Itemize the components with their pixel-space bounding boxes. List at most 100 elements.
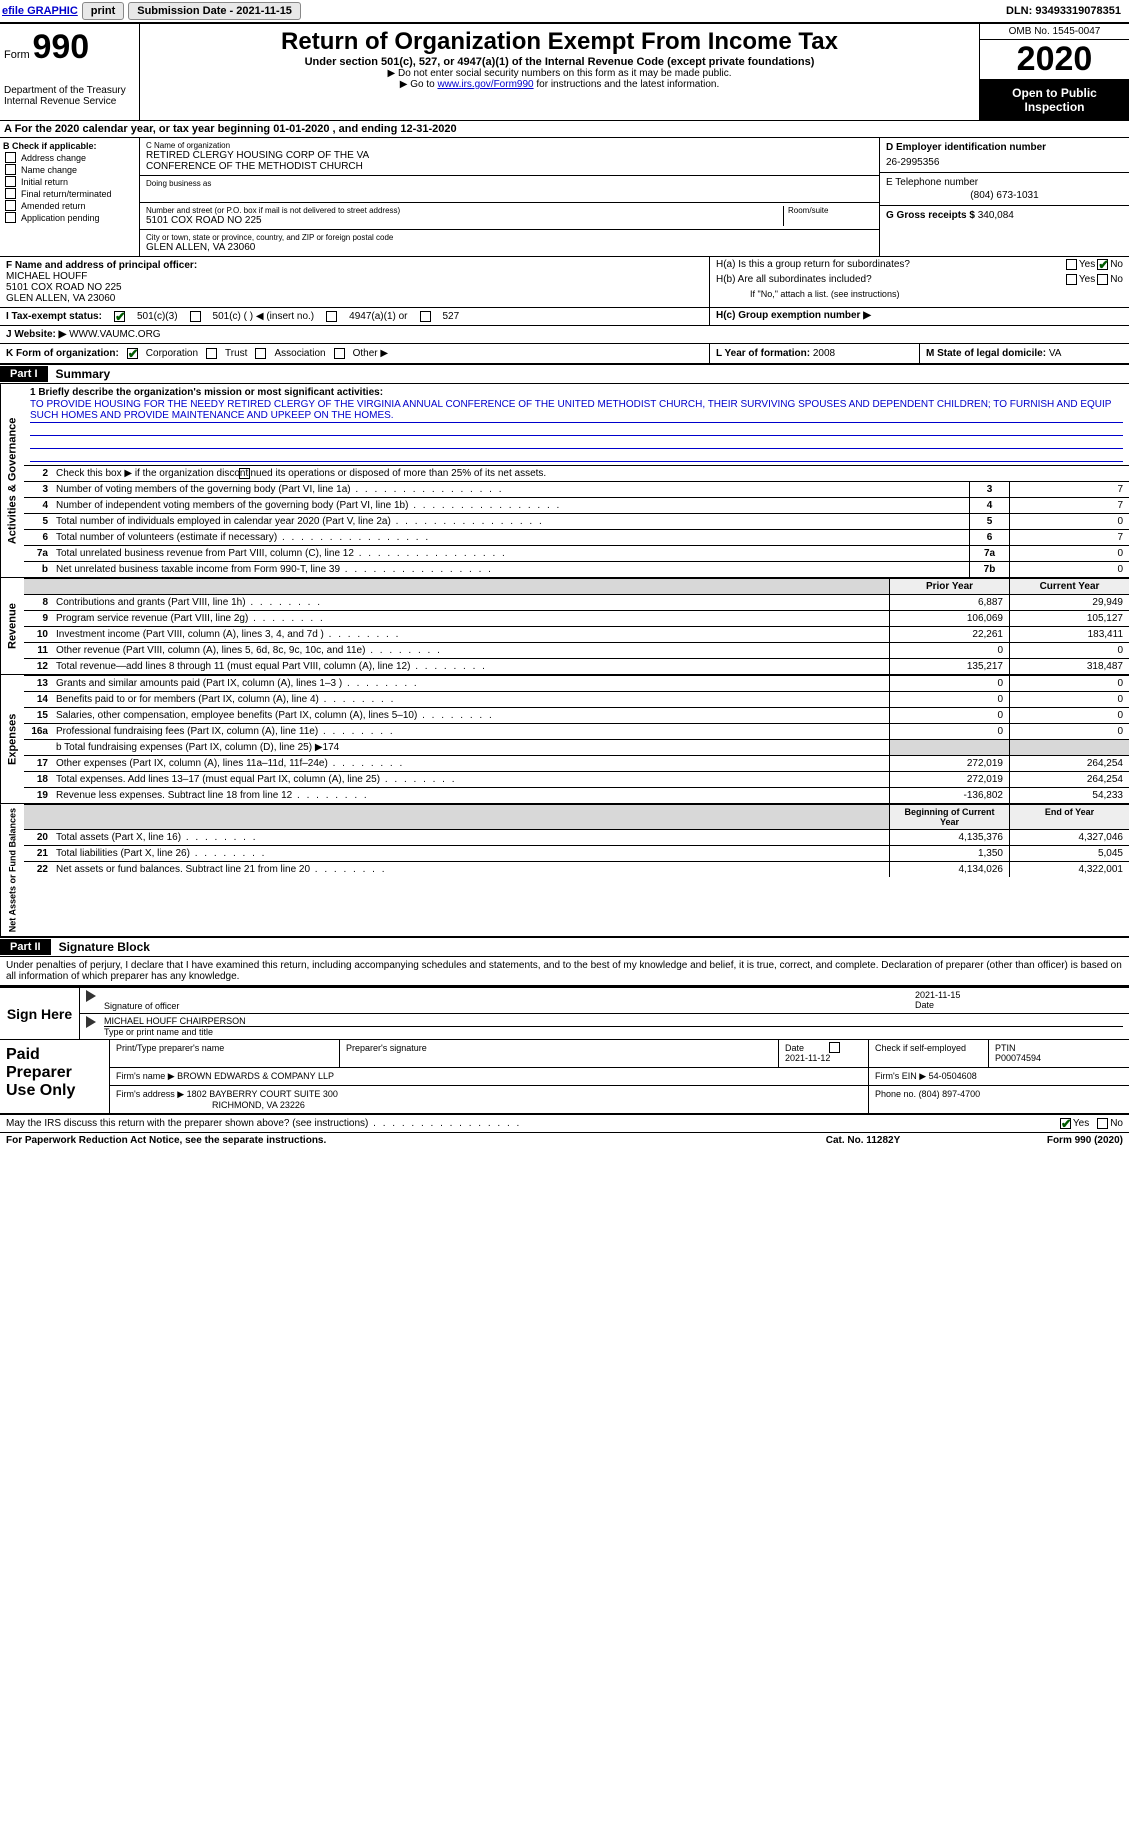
checkbox-icon[interactable]: [5, 188, 16, 199]
domicile-label: M State of legal domicile:: [926, 348, 1046, 359]
entity-grid: B Check if applicable: Address change Na…: [0, 138, 1129, 257]
website-row: J Website: ▶ WWW.VAUMC.ORG: [0, 326, 1129, 344]
checkbox-icon[interactable]: [5, 200, 16, 211]
checkbox-icon[interactable]: [255, 348, 266, 359]
checkbox-icon[interactable]: [334, 348, 345, 359]
preparer-block: Paid Preparer Use Only Print/Type prepar…: [0, 1040, 1129, 1115]
mission-blank: [30, 449, 1123, 462]
ptin-label: PTIN: [995, 1043, 1016, 1053]
line-row: 15Salaries, other compensation, employee…: [24, 707, 1129, 723]
trust-label: Trust: [225, 348, 247, 359]
check-address-change: Address change: [3, 152, 136, 163]
form-footer: Form 990 (2020): [963, 1135, 1123, 1146]
checkbox-icon[interactable]: [5, 152, 16, 163]
prep-date-value: 2021-11-12: [785, 1053, 830, 1063]
sig-date-label: Date: [915, 1000, 1123, 1010]
check-label: Address change: [21, 153, 86, 163]
prior-year-header: Prior Year: [889, 579, 1009, 594]
line-row: 3Number of voting members of the governi…: [24, 481, 1129, 497]
checkbox-icon[interactable]: [1097, 259, 1108, 270]
line-box: 4: [969, 498, 1009, 513]
line2-text: Check this box ▶ if the organization dis…: [56, 468, 546, 479]
phone-label: Phone no.: [875, 1089, 916, 1099]
current-value: 54,233: [1009, 788, 1129, 803]
revenue-block: Revenue Prior Year Current Year 8Contrib…: [0, 578, 1129, 675]
current-value: 318,487: [1009, 659, 1129, 674]
checkbox-icon[interactable]: [5, 176, 16, 187]
h-c-label: H(c) Group exemption number ▶: [716, 310, 871, 321]
gross-label: G Gross receipts $: [886, 210, 975, 221]
current-value: 183,411: [1009, 627, 1129, 642]
box-c: C Name of organization RETIRED CLERGY HO…: [140, 138, 879, 256]
firm-ein-value: 54-0504608: [929, 1071, 977, 1081]
line-row: 19Revenue less expenses. Subtract line 1…: [24, 787, 1129, 803]
checkbox-icon[interactable]: [5, 212, 16, 223]
line-row: 7aTotal unrelated business revenue from …: [24, 545, 1129, 561]
preparer-right: Print/Type preparer's name Preparer's si…: [110, 1040, 1129, 1113]
checkbox-icon[interactable]: [420, 311, 431, 322]
arrow-icon: [86, 990, 96, 1002]
sign-right: Signature of officer 2021-11-15 Date MIC…: [80, 988, 1129, 1039]
line-desc: Investment income (Part VIII, column (A)…: [52, 627, 889, 642]
prior-value: 0: [889, 676, 1009, 691]
current-value: 0: [1009, 676, 1129, 691]
sig-date-value: 2021-11-15: [915, 990, 1123, 1000]
current-value: 0: [1009, 708, 1129, 723]
firm-addr2: RICHMOND, VA 23226: [212, 1100, 305, 1110]
527-label: 527: [443, 311, 460, 322]
header-center: Return of Organization Exempt From Incom…: [140, 24, 979, 120]
checkbox-icon[interactable]: [1060, 1118, 1071, 1129]
yes-label: Yes: [1079, 274, 1095, 285]
check-name-change: Name change: [3, 164, 136, 175]
checkbox-icon[interactable]: [1066, 274, 1077, 285]
prior-value: 0: [889, 708, 1009, 723]
checkbox-icon[interactable]: [190, 311, 201, 322]
org-name-2: CONFERENCE OF THE METHODIST CHURCH: [146, 161, 873, 172]
part1-badge: Part I: [0, 366, 48, 382]
ein-cell: D Employer identification number 26-2995…: [880, 138, 1129, 173]
line-row: 13Grants and similar amounts paid (Part …: [24, 675, 1129, 691]
check-amended: Amended return: [3, 200, 136, 211]
side-label-expenses: Expenses: [0, 675, 24, 803]
line-num: 4: [24, 498, 52, 513]
form-word: Form: [4, 49, 30, 61]
check-final-return: Final return/terminated: [3, 188, 136, 199]
line-row: 6Total number of volunteers (estimate if…: [24, 529, 1129, 545]
line-row: 10Investment income (Part VIII, column (…: [24, 626, 1129, 642]
checkbox-icon[interactable]: [326, 311, 337, 322]
dba-cell: Doing business as: [140, 176, 879, 203]
checkbox-icon[interactable]: [114, 311, 125, 322]
part2-badge: Part II: [0, 939, 51, 955]
submission-date-button[interactable]: Submission Date - 2021-11-15: [128, 2, 301, 20]
boy-header: Beginning of Current Year: [889, 805, 1009, 829]
h-a-label: H(a) Is this a group return for subordin…: [716, 259, 1064, 270]
line-16b-desc: b Total fundraising expenses (Part IX, c…: [52, 740, 889, 755]
current-value: 264,254: [1009, 756, 1129, 771]
checkbox-icon[interactable]: [829, 1042, 840, 1053]
checkbox-icon[interactable]: [1097, 1118, 1108, 1129]
instructions-link[interactable]: www.irs.gov/Form990: [437, 79, 533, 90]
checkbox-icon[interactable]: [1066, 259, 1077, 270]
line-desc: Other expenses (Part IX, column (A), lin…: [52, 756, 889, 771]
checkbox-icon[interactable]: [127, 348, 138, 359]
checkbox-icon[interactable]: [206, 348, 217, 359]
other-label: Other ▶: [353, 348, 388, 359]
part2-header-row: Part II Signature Block: [0, 938, 1129, 957]
line-num: 20: [24, 830, 52, 845]
line-num: 8: [24, 595, 52, 610]
checkbox-icon[interactable]: [239, 468, 250, 479]
yes-label: Yes: [1079, 259, 1095, 270]
prior-value: 135,217: [889, 659, 1009, 674]
officer-addr2: GLEN ALLEN, VA 23060: [6, 293, 703, 304]
efile-link[interactable]: efile GRAPHIC: [2, 5, 78, 17]
checkbox-icon[interactable]: [5, 164, 16, 175]
checkbox-icon[interactable]: [1097, 274, 1108, 285]
line-desc: Net assets or fund balances. Subtract li…: [52, 862, 889, 877]
line-16b: b Total fundraising expenses (Part IX, c…: [24, 739, 1129, 755]
check-label: Application pending: [21, 213, 100, 223]
firm-addr-cell: Firm's address ▶ 1802 BAYBERRY COURT SUI…: [110, 1086, 869, 1113]
print-button[interactable]: print: [82, 2, 124, 20]
expenses-content: 13Grants and similar amounts paid (Part …: [24, 675, 1129, 803]
net-assets-header-row: Beginning of Current Year End of Year: [24, 804, 1129, 829]
side-label-net-assets: Net Assets or Fund Balances: [0, 804, 24, 936]
